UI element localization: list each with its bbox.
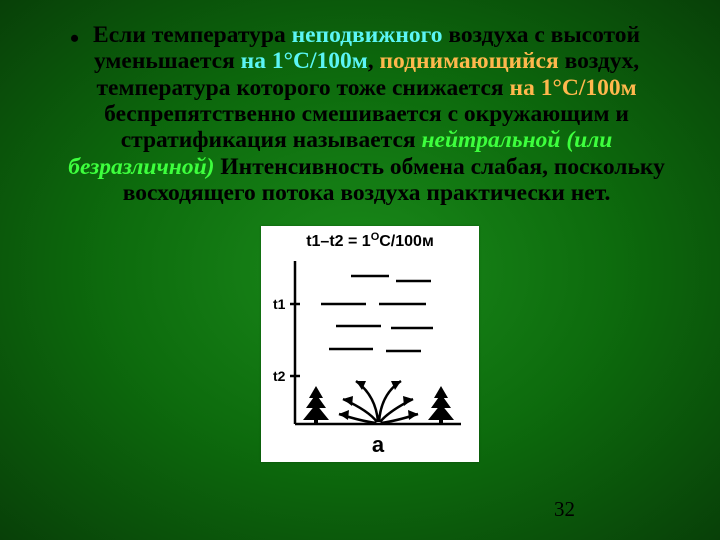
page-number: 32 — [554, 497, 575, 522]
slide-content: • Если температура неподвижного воздуха … — [0, 0, 720, 462]
tree-left — [303, 386, 329, 424]
t1-label: t1 — [273, 296, 286, 312]
text-hl-3: поднимающийся — [380, 48, 559, 74]
tree-right — [428, 386, 454, 424]
bullet-row: • Если температура неподвижного воздуха … — [70, 22, 670, 206]
diagram-bottom-label: а — [372, 432, 385, 457]
diagram-svg: t1–t2 = 1OC/100м t1 t2 — [261, 226, 479, 462]
diagram: t1–t2 = 1OC/100м t1 t2 — [261, 226, 479, 462]
diagram-container: t1–t2 = 1OC/100м t1 t2 — [70, 226, 670, 462]
text-hl-1: неподвижного — [292, 22, 443, 48]
text-hl-2: на 1°С/100м — [241, 48, 368, 74]
text-hl-4: на 1°С/100м — [510, 75, 637, 101]
t2-label: t2 — [273, 368, 286, 384]
haze-lines — [321, 276, 433, 351]
text-seg-1: Если температура — [93, 22, 292, 48]
flow-arrows — [339, 381, 418, 423]
formula-text: t1–t2 = 1OC/100м — [306, 231, 434, 250]
slide-text: Если температура неподвижного воздуха с … — [63, 22, 670, 206]
text-seg-3: , — [368, 48, 380, 74]
